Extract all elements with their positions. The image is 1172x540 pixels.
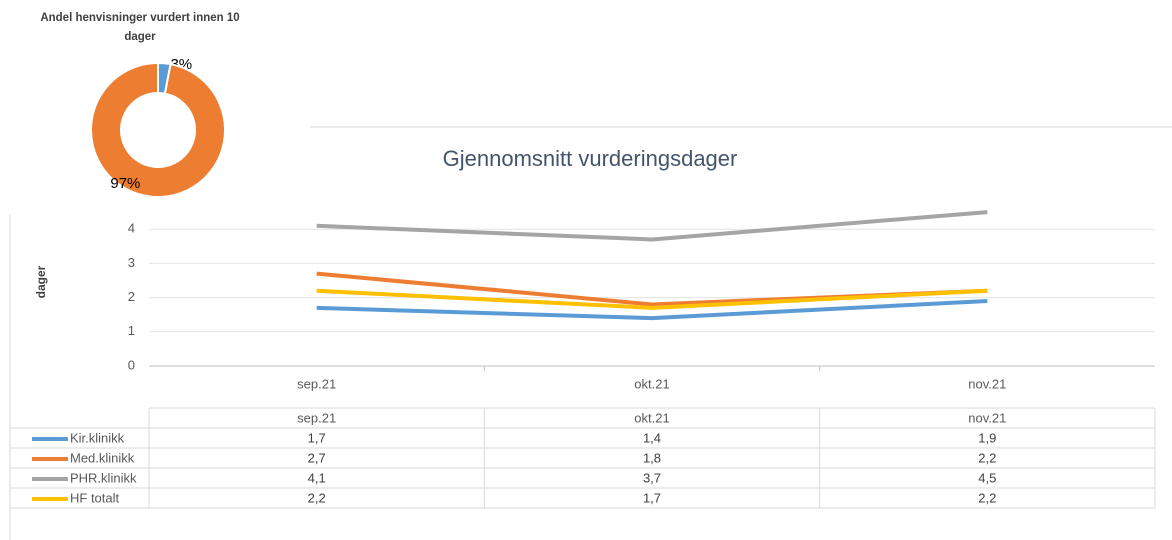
table-cell: 2,2 bbox=[978, 490, 996, 505]
table-cell: 1,9 bbox=[978, 430, 996, 445]
legend-label: Med.klinikk bbox=[70, 450, 135, 465]
table-cell: 4,5 bbox=[978, 470, 996, 485]
table-cell: 1,8 bbox=[643, 450, 661, 465]
legend-label: HF totalt bbox=[70, 490, 120, 505]
series-line bbox=[316, 210, 988, 242]
table-cell: 1,4 bbox=[643, 430, 661, 445]
data-label: 97% bbox=[110, 175, 140, 192]
table-cell: 2,2 bbox=[978, 450, 996, 465]
y-tick-label: 4 bbox=[128, 221, 135, 236]
y-tick-label: 2 bbox=[128, 289, 135, 304]
donut-title: Andel henvisninger vurdert innen 10 bbox=[40, 12, 239, 24]
y-axis-label: dager bbox=[34, 265, 48, 298]
table-cell: 2,7 bbox=[308, 450, 326, 465]
table-header: nov.21 bbox=[968, 410, 1006, 425]
x-tick-label: sep.21 bbox=[297, 376, 336, 391]
x-tick-label: okt.21 bbox=[634, 376, 669, 391]
series-line bbox=[316, 299, 988, 321]
chart-title: Gjennomsnitt vurderingsdager bbox=[443, 146, 738, 171]
legend-label: PHR.klinikk bbox=[70, 470, 137, 485]
table-header: sep.21 bbox=[297, 410, 336, 425]
donut-slice bbox=[90, 61, 226, 198]
donut-title: dager bbox=[124, 31, 156, 43]
y-tick-label: 0 bbox=[128, 357, 135, 372]
y-tick-label: 1 bbox=[128, 323, 135, 338]
table-cell: 1,7 bbox=[308, 430, 326, 445]
series-line bbox=[316, 288, 988, 310]
series-line bbox=[316, 271, 988, 307]
table-cell: 4,1 bbox=[308, 470, 326, 485]
table-cell: 2,2 bbox=[308, 490, 326, 505]
x-tick-label: nov.21 bbox=[968, 376, 1006, 391]
table-cell: 1,7 bbox=[643, 490, 661, 505]
table-header: okt.21 bbox=[634, 410, 669, 425]
table-cell: 3,7 bbox=[643, 470, 661, 485]
y-tick-label: 3 bbox=[128, 255, 135, 270]
legend-label: Kir.klinikk bbox=[70, 430, 125, 445]
